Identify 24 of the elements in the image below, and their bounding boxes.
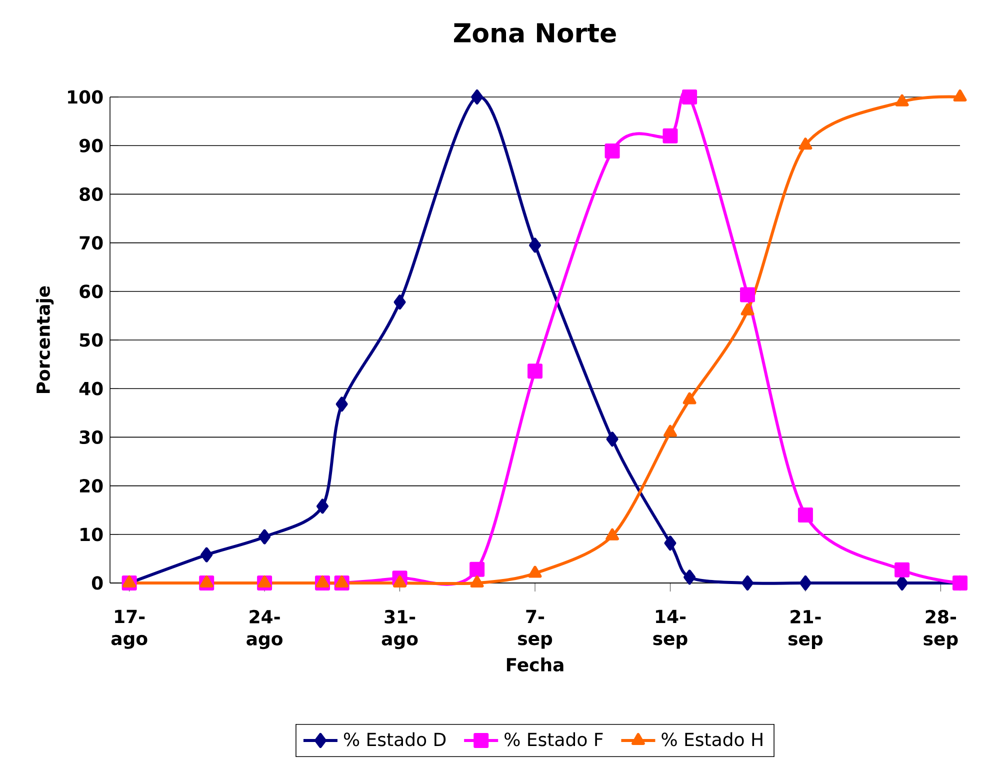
- y-tick-label: 40: [79, 382, 103, 396]
- chart-title: Zona Norte: [454, 23, 616, 43]
- legend-label: % Estado D: [344, 732, 446, 746]
- x-tick-label: 28-sep: [924, 610, 958, 650]
- x-tick-label: 24-ago: [246, 610, 282, 650]
- y-axis-title: Porcentaje: [36, 286, 54, 393]
- y-tick-label: 80: [80, 187, 103, 201]
- y-tick-label: 100: [68, 90, 103, 104]
- x-tick-label: 14-sep: [653, 610, 688, 649]
- y-tick-label: 70: [80, 236, 103, 250]
- legend-label: % Estado F: [504, 732, 603, 746]
- legend-label: % Estado H: [662, 732, 762, 746]
- y-tick-label: 10: [80, 528, 103, 542]
- x-tick-label: 31-ago: [382, 610, 418, 650]
- x-tick-label: 21-sep: [788, 610, 823, 650]
- y-tick-label: 50: [80, 333, 103, 347]
- y-tick-label: 90: [79, 138, 103, 152]
- x-tick-label: 17-ago: [111, 610, 148, 649]
- x-axis-title: Fecha: [506, 658, 564, 672]
- y-tick-label: 0: [92, 576, 103, 590]
- y-tick-label: 60: [80, 284, 103, 298]
- y-tick-label: 20: [80, 478, 103, 493]
- x-tick-label: 7-sep: [518, 610, 552, 649]
- y-tick-label: 30: [80, 430, 103, 444]
